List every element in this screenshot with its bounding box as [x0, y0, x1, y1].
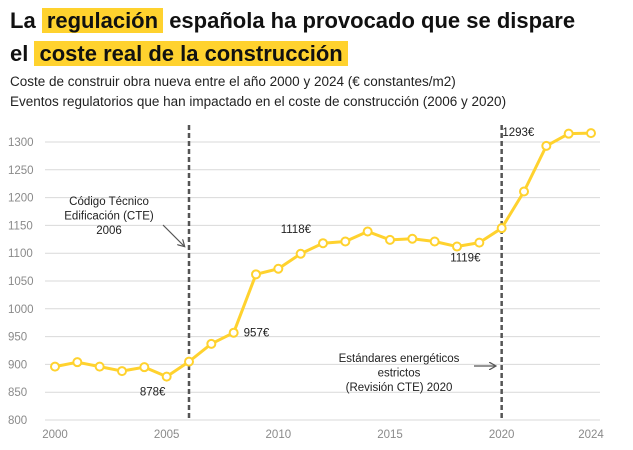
- data-point-2012: [318, 238, 328, 249]
- data-point-2009: [251, 269, 261, 280]
- y-tick-label-900: 900: [8, 359, 27, 371]
- x-tick-label-2010: 2010: [266, 429, 292, 441]
- data-point-2022: [541, 140, 552, 151]
- chart-title: La regulación española ha provocado que …: [10, 4, 625, 70]
- data-point-2015: [385, 234, 395, 245]
- data-label-2008: 957€: [244, 328, 270, 340]
- data-point-2005: [161, 371, 172, 382]
- event-label-2006-line-2: Edificación (CTE): [64, 211, 154, 223]
- title-text-el: el: [10, 41, 29, 66]
- data-label-2005: 878€: [140, 387, 166, 399]
- data-point-2007: [206, 338, 217, 349]
- y-tick-label-950: 950: [8, 332, 27, 344]
- data-point-2003: [117, 366, 127, 377]
- data-point-2013: [340, 236, 351, 247]
- chart-subtitle: Coste de construir obra nueva entre el a…: [10, 72, 625, 112]
- data-label-2019: 1119€: [450, 253, 481, 265]
- data-point-2014: [362, 226, 373, 237]
- data-point-2023: [563, 128, 574, 139]
- title-text-espanola: española ha provocado que se dispare: [169, 8, 576, 33]
- data-point-2002: [94, 361, 105, 372]
- y-tick-label-800: 800: [8, 415, 27, 427]
- subtitle-line-1: Coste de construir obra nueva entre el a…: [10, 74, 456, 89]
- data-point-2004: [139, 362, 150, 373]
- data-point-2000: [50, 361, 60, 372]
- event-label-2020-line-2: estrictos: [378, 368, 421, 380]
- data-point-2018: [452, 241, 462, 252]
- event-arrow-2006: [162, 224, 184, 246]
- y-tick-label-1050: 1050: [8, 276, 34, 288]
- data-point-2011: [295, 248, 306, 259]
- x-tick-label-2000: 2000: [42, 429, 68, 441]
- x-tick-label-2005: 2005: [154, 429, 180, 441]
- data-point-2020: [496, 223, 507, 234]
- event-label-2020-line-3: (Revisión CTE) 2020: [346, 382, 453, 394]
- title-highlight-regulacion: regulación: [41, 8, 164, 33]
- data-point-2006: [184, 356, 194, 367]
- data-point-2008: [228, 327, 239, 338]
- event-label-2006-line-1: Código Técnico: [69, 196, 149, 208]
- y-tick-label-1250: 1250: [8, 165, 34, 177]
- y-tick-label-1100: 1100: [8, 248, 33, 260]
- y-tick-label-1000: 1000: [8, 304, 34, 316]
- x-tick-label-2020: 2020: [489, 429, 515, 441]
- data-point-2001: [72, 357, 83, 368]
- event-label-2020-line-1: Estándares energéticos: [339, 353, 460, 365]
- data-point-2017: [429, 236, 440, 247]
- data-label-2022: 1293€: [502, 127, 535, 139]
- subtitle-line-2: Eventos regulatorios que han impactado e…: [10, 94, 507, 109]
- data-point-2010: [273, 263, 284, 274]
- data-point-2019: [474, 237, 485, 248]
- data-point-2024: [586, 128, 596, 139]
- y-tick-label-1300: 1300: [8, 137, 34, 149]
- title-highlight-coste: coste real de la construcción: [34, 41, 348, 66]
- y-tick-label-1150: 1150: [8, 220, 33, 232]
- y-tick-label-1200: 1200: [8, 193, 34, 205]
- y-tick-label-850: 850: [8, 387, 27, 399]
- data-label-2012: 1118€: [281, 224, 312, 236]
- title-text-la: La: [10, 8, 36, 33]
- x-tick-label-2024: 2024: [578, 429, 604, 441]
- data-point-2021: [519, 186, 529, 197]
- x-tick-label-2015: 2015: [377, 429, 403, 441]
- event-label-2006-line-3: 2006: [96, 225, 122, 237]
- data-point-2016: [407, 233, 418, 244]
